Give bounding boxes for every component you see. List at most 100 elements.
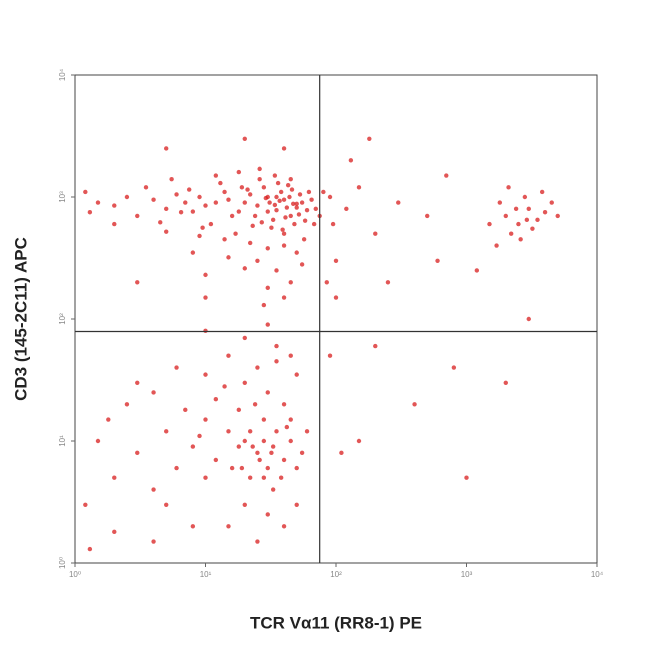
dot [344, 206, 349, 212]
dot [327, 194, 333, 200]
dot [83, 189, 88, 195]
dot [270, 487, 276, 492]
dot [275, 180, 281, 186]
dot [164, 502, 169, 507]
dot [226, 524, 231, 529]
dot [281, 295, 287, 300]
dot [265, 246, 270, 251]
dot [304, 429, 310, 434]
dot [288, 176, 293, 182]
dot [229, 465, 235, 471]
dot [250, 444, 255, 449]
dot [306, 189, 312, 195]
dot [208, 221, 214, 227]
dot [284, 205, 290, 210]
dot [301, 237, 307, 242]
dot [281, 524, 287, 529]
dot [278, 189, 284, 195]
dot [277, 198, 282, 204]
dot [348, 158, 354, 163]
dot [292, 221, 297, 227]
dot [487, 221, 492, 227]
dot [288, 353, 293, 358]
dot [222, 237, 227, 242]
dot [143, 185, 149, 190]
dot [174, 365, 179, 370]
dot [257, 457, 262, 463]
dot [283, 215, 288, 220]
dot [151, 487, 156, 492]
dot [261, 185, 267, 190]
dot [247, 429, 253, 434]
dot [309, 197, 314, 202]
dot [265, 390, 270, 395]
dot [396, 200, 401, 205]
dot [281, 243, 287, 248]
dot [274, 207, 279, 213]
dot [516, 221, 521, 227]
dot [530, 226, 535, 231]
y-axis-title: CD3 (145-2C11) APC [11, 237, 30, 401]
dot [247, 240, 253, 246]
dot [190, 209, 196, 214]
dot [135, 280, 140, 285]
dot [242, 200, 247, 205]
dot [112, 475, 117, 480]
dot [236, 209, 242, 214]
dot [186, 187, 192, 192]
dot [464, 475, 469, 480]
dot [526, 316, 531, 322]
dot [330, 221, 336, 227]
dot [263, 195, 269, 201]
dot [474, 268, 480, 273]
dot [412, 402, 417, 407]
dot [302, 218, 308, 223]
dot [299, 450, 305, 456]
dot [112, 221, 117, 227]
dot [245, 187, 250, 192]
dot [178, 210, 184, 215]
dot [261, 438, 267, 444]
dot [259, 220, 264, 225]
y-tick-label: 10¹ [58, 435, 67, 447]
dot [151, 390, 156, 395]
dot [522, 194, 528, 200]
dot [158, 220, 163, 225]
dot [236, 444, 242, 449]
dot [278, 475, 284, 480]
x-tick-label: 10⁰ [69, 570, 81, 579]
dot [265, 512, 270, 517]
dot [274, 359, 279, 364]
dot [281, 197, 287, 202]
dot [257, 166, 262, 172]
dot [164, 146, 169, 151]
dot [135, 380, 140, 385]
dot [255, 203, 260, 208]
dot [280, 227, 285, 232]
dot [87, 546, 93, 552]
dot [183, 200, 188, 205]
dot [299, 200, 305, 205]
dot [151, 197, 156, 202]
dot [236, 407, 242, 413]
dot [190, 444, 196, 449]
dot [367, 136, 372, 141]
dot [242, 266, 247, 271]
dot [247, 475, 253, 480]
dot [164, 229, 169, 234]
dot [267, 200, 272, 205]
dot [233, 231, 238, 236]
dot [124, 194, 130, 200]
dot [197, 194, 202, 200]
dot [213, 173, 219, 178]
dot [425, 213, 430, 219]
dot [124, 402, 130, 407]
dot [281, 231, 287, 236]
dot [274, 268, 279, 273]
dot [229, 213, 235, 219]
dot [494, 243, 499, 248]
dot [239, 185, 245, 190]
dot [339, 450, 344, 456]
dot [255, 450, 260, 456]
dot [112, 529, 117, 535]
